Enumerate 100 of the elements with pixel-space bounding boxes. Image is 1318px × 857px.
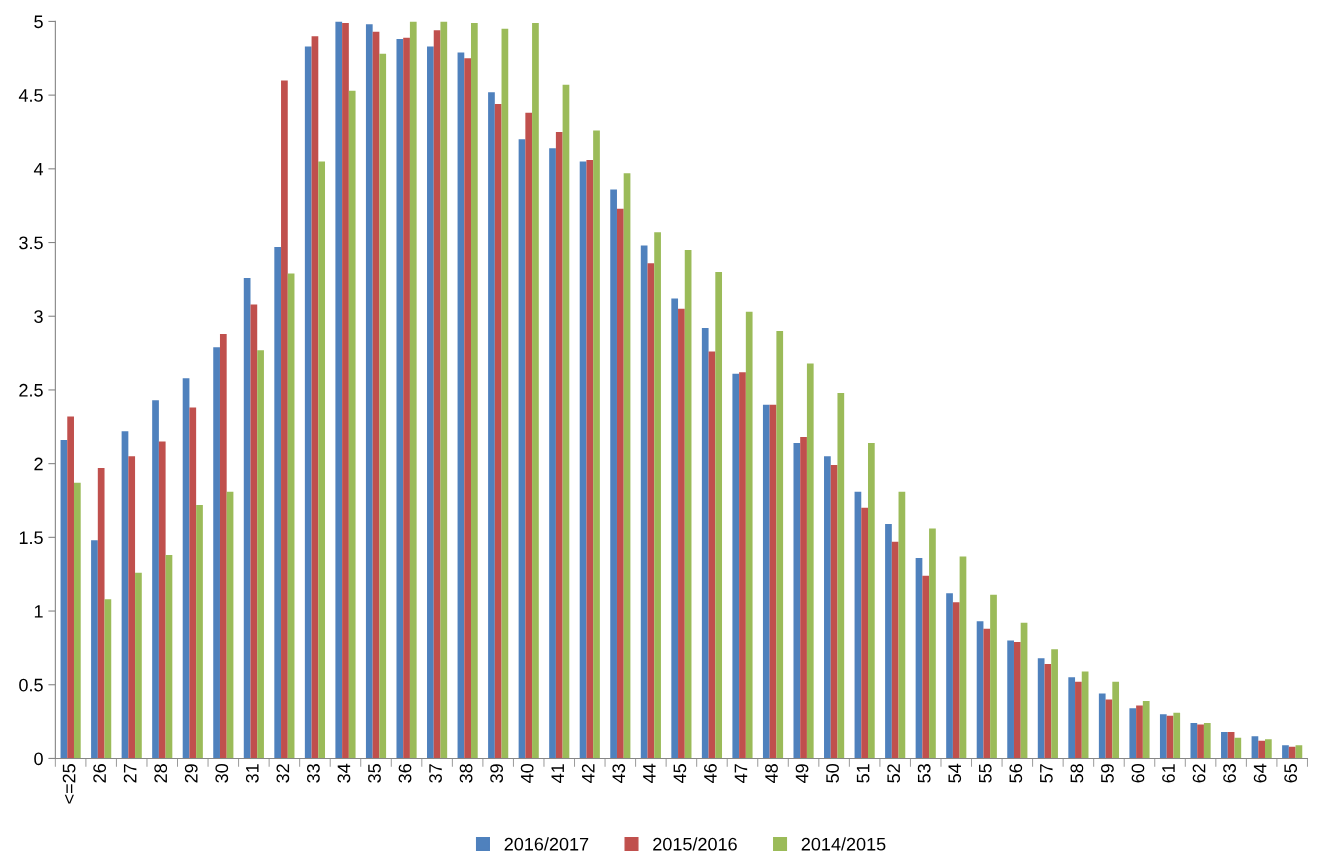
- bar: [1203, 723, 1211, 759]
- bar: [1265, 739, 1272, 759]
- bar: [946, 593, 953, 759]
- x-tick-label: 54: [948, 763, 962, 783]
- bar: [715, 272, 723, 759]
- x-tick-label: 43: [612, 764, 626, 783]
- bar: [1051, 649, 1058, 759]
- x-tick-label: 51: [856, 764, 870, 783]
- bar: [525, 112, 533, 759]
- x-tick-label: 57: [1040, 764, 1053, 783]
- bar: [213, 347, 220, 759]
- x-tick-label: 61: [1162, 764, 1175, 783]
- bar: [1142, 700, 1150, 759]
- bar: [409, 21, 417, 759]
- bar: [243, 277, 251, 759]
- bar: [488, 92, 495, 759]
- bar: [158, 441, 166, 759]
- bar: [640, 245, 648, 759]
- bar: [281, 80, 288, 759]
- bar: [532, 22, 539, 759]
- bar: [1282, 745, 1289, 759]
- bar: [1098, 693, 1106, 759]
- x-tick-label: 49: [795, 764, 809, 783]
- y-tick-label: 1.5: [19, 531, 43, 545]
- y-tick-label: 2: [34, 457, 43, 471]
- bar: [304, 46, 312, 759]
- x-tick-label: 60: [1131, 764, 1145, 783]
- bar: [1197, 724, 1204, 759]
- bar: [128, 456, 136, 759]
- bar: [861, 507, 868, 759]
- x-tick-label: 33: [307, 764, 320, 783]
- bar: [678, 308, 685, 759]
- y-tick-label: 1: [34, 605, 43, 618]
- bar: [800, 437, 807, 759]
- bar: [1007, 640, 1014, 759]
- x-tick-label: 45: [673, 764, 687, 783]
- x-tick-label: 34: [337, 763, 351, 783]
- bar: [1129, 708, 1137, 759]
- bar: [1234, 737, 1242, 759]
- x-tick-label: 58: [1070, 764, 1084, 783]
- bar: [135, 572, 142, 759]
- x-tick-label: 47: [734, 764, 748, 783]
- bar: [922, 575, 930, 759]
- x-tick-label: 36: [398, 764, 412, 783]
- x-tick-label: 38: [459, 764, 473, 783]
- bar: [1288, 746, 1296, 759]
- y-tick-label: 3: [34, 310, 43, 323]
- bar: [1068, 677, 1076, 759]
- bar: [348, 90, 356, 759]
- bar: [593, 130, 600, 759]
- bar: [983, 628, 991, 759]
- x-tick-label: 53: [917, 764, 931, 783]
- x-tick-label: 65: [1284, 764, 1298, 783]
- bar: [67, 416, 74, 759]
- x-tick-label: 40: [520, 764, 534, 783]
- y-tick-label: 0.5: [19, 678, 43, 692]
- x-tick-label: 63: [1223, 764, 1236, 783]
- bar: [586, 159, 594, 759]
- bar: [379, 53, 387, 759]
- bar: [610, 189, 617, 759]
- x-tick-label: 50: [826, 764, 839, 783]
- x-tick-label: 26: [93, 764, 107, 783]
- y-tick-label: 5: [34, 15, 43, 29]
- bar: [929, 528, 936, 759]
- bar: [1075, 681, 1082, 759]
- x-tick-label: 32: [276, 764, 290, 783]
- bar: [189, 407, 197, 759]
- bar: [494, 103, 502, 759]
- bar: [952, 602, 960, 759]
- bar: [470, 22, 478, 759]
- bar: [885, 524, 892, 759]
- bar: [616, 208, 624, 759]
- y-tick-label: 2.5: [19, 383, 43, 397]
- bar: [1221, 731, 1228, 759]
- x-tick-label: 28: [154, 764, 168, 783]
- bar: [365, 24, 373, 759]
- bar: [806, 363, 814, 759]
- bar: [335, 21, 343, 759]
- bar: [732, 373, 740, 759]
- bar: [152, 400, 159, 759]
- x-tick-label: 46: [704, 764, 717, 783]
- bar: [891, 541, 899, 759]
- bar: [403, 37, 410, 759]
- bar: [396, 39, 404, 759]
- y-tick-label: 4: [33, 162, 44, 176]
- x-tick-label: 27: [123, 764, 137, 783]
- bar: [549, 148, 556, 759]
- bar: [1258, 740, 1266, 759]
- bar: [701, 328, 709, 759]
- x-tick-label: 55: [979, 764, 992, 783]
- bar: [342, 22, 349, 759]
- bar: [1136, 705, 1143, 759]
- x-tick-label: 56: [1009, 764, 1023, 783]
- bar: [1112, 681, 1120, 759]
- bar: [555, 131, 563, 759]
- y-tick-label: 0: [34, 752, 43, 766]
- x-tick-label: 42: [581, 764, 595, 783]
- x-tick-label: 52: [887, 764, 901, 783]
- bar: [762, 404, 770, 759]
- bar: [196, 504, 203, 759]
